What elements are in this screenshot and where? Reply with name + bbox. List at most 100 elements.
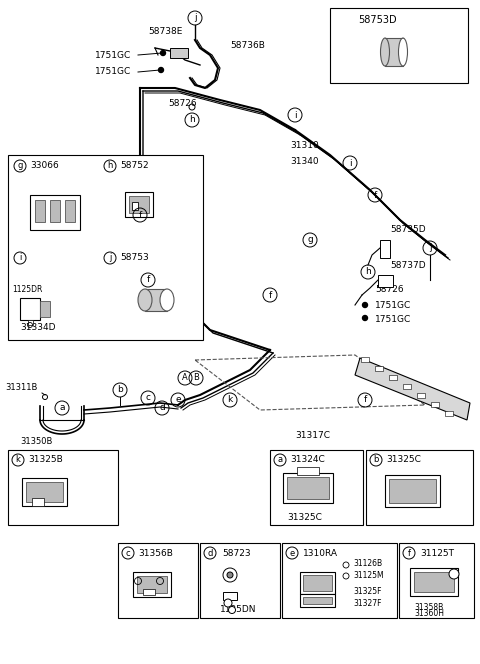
Polygon shape [355,358,470,420]
Bar [283,473,333,503]
Bar [414,572,454,592]
Bar [378,275,393,287]
Bar [431,402,439,407]
Bar [385,38,403,66]
Text: 58738E: 58738E [148,27,182,37]
Text: a: a [277,456,283,465]
Bar [125,192,153,217]
Bar [303,575,332,591]
Bar [300,572,335,594]
Text: f: f [138,210,142,220]
Circle shape [158,68,164,72]
Circle shape [362,303,368,307]
Text: h: h [108,161,113,171]
Text: 58752: 58752 [120,161,149,171]
Circle shape [228,606,236,614]
Text: 58753: 58753 [120,254,149,262]
Bar [403,384,411,389]
Ellipse shape [160,289,174,311]
Bar [30,195,80,230]
Text: B: B [193,373,199,382]
Text: 58735D: 58735D [390,226,426,234]
Bar [389,375,397,380]
Text: f: f [373,191,377,199]
Bar [200,543,280,618]
Text: 31324C: 31324C [290,456,325,465]
Bar [20,298,40,320]
Bar [375,366,383,371]
Bar [270,450,363,525]
Text: j: j [429,244,432,252]
Text: 33066: 33066 [30,161,59,171]
Text: 31317C: 31317C [295,430,330,440]
Bar [133,572,171,597]
Bar [300,594,335,607]
Bar [303,597,332,604]
Text: 58723: 58723 [222,548,251,558]
Text: 31340: 31340 [290,157,319,167]
Text: g: g [17,161,23,171]
Text: j: j [109,254,111,262]
Bar [410,568,458,596]
Bar [330,8,468,83]
Text: 1751GC: 1751GC [375,315,411,325]
Bar [385,475,440,507]
Text: 58753D: 58753D [358,15,396,25]
Bar [129,196,149,213]
Text: 31356B: 31356B [138,548,173,558]
Text: 31325C: 31325C [288,513,323,521]
Text: k: k [228,396,233,404]
Text: c: c [145,394,151,402]
Text: 58726: 58726 [375,286,404,295]
Text: 31327F: 31327F [353,600,382,608]
Text: 31325B: 31325B [28,456,63,465]
Text: 31126B: 31126B [353,560,382,568]
Text: b: b [117,386,123,394]
Text: k: k [15,456,21,465]
Bar [297,467,319,475]
Text: A: A [182,373,188,382]
Text: i: i [19,254,21,262]
Text: f: f [268,291,272,299]
Text: h: h [365,268,371,276]
Text: 31334D: 31334D [20,323,56,333]
Bar [417,393,425,398]
Text: e: e [289,548,295,558]
Bar [35,200,45,222]
Bar [40,301,50,317]
Text: 1751GC: 1751GC [375,301,411,309]
Bar [282,543,397,618]
Bar [28,320,33,325]
Bar [287,477,329,499]
Ellipse shape [398,38,408,66]
Text: 31350B: 31350B [20,438,52,446]
Text: 31358B: 31358B [414,602,443,612]
Text: 31360H: 31360H [414,610,444,618]
Bar [132,202,138,210]
Bar [366,450,473,525]
Text: 58736B: 58736B [230,41,265,50]
Bar [361,357,369,362]
Bar [8,450,118,525]
Bar [445,411,453,416]
Text: c: c [126,548,130,558]
Text: a: a [59,404,65,412]
Bar [170,48,188,58]
Bar [389,479,436,503]
Circle shape [223,568,237,582]
Bar [8,155,203,340]
Text: d: d [207,548,213,558]
Text: 31325F: 31325F [353,586,382,596]
Bar [22,478,67,506]
Ellipse shape [138,289,152,311]
Text: 1751GC: 1751GC [95,50,131,60]
Text: 58737D: 58737D [390,260,426,270]
Text: b: b [373,456,379,465]
Text: e: e [175,396,181,404]
Ellipse shape [381,38,389,66]
Text: g: g [307,236,313,244]
Bar [137,576,167,593]
Text: f: f [363,396,367,404]
Bar [399,543,474,618]
Text: i: i [348,159,351,167]
